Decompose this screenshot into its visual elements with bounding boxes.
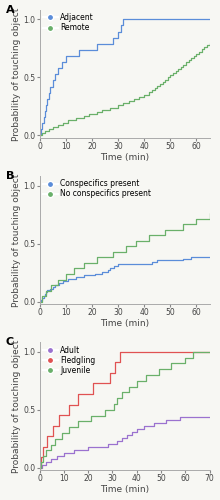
- Text: A: A: [6, 5, 14, 15]
- Text: B: B: [6, 171, 14, 181]
- Legend: Adjacent, Remote: Adjacent, Remote: [42, 12, 95, 33]
- Y-axis label: Probability of touching object: Probability of touching object: [12, 340, 21, 473]
- Text: C: C: [6, 338, 14, 347]
- Y-axis label: Probability of touching object: Probability of touching object: [12, 7, 21, 140]
- X-axis label: Time (min): Time (min): [100, 319, 149, 328]
- Y-axis label: Probability of touching object: Probability of touching object: [12, 174, 21, 307]
- Legend: Adult, Fledgling, Juvenile: Adult, Fledgling, Juvenile: [42, 345, 96, 376]
- X-axis label: Time (min): Time (min): [100, 153, 149, 162]
- Legend: Conspecifics present, No conspecifics present: Conspecifics present, No conspecifics pr…: [42, 178, 152, 200]
- X-axis label: Time (min): Time (min): [100, 486, 149, 494]
